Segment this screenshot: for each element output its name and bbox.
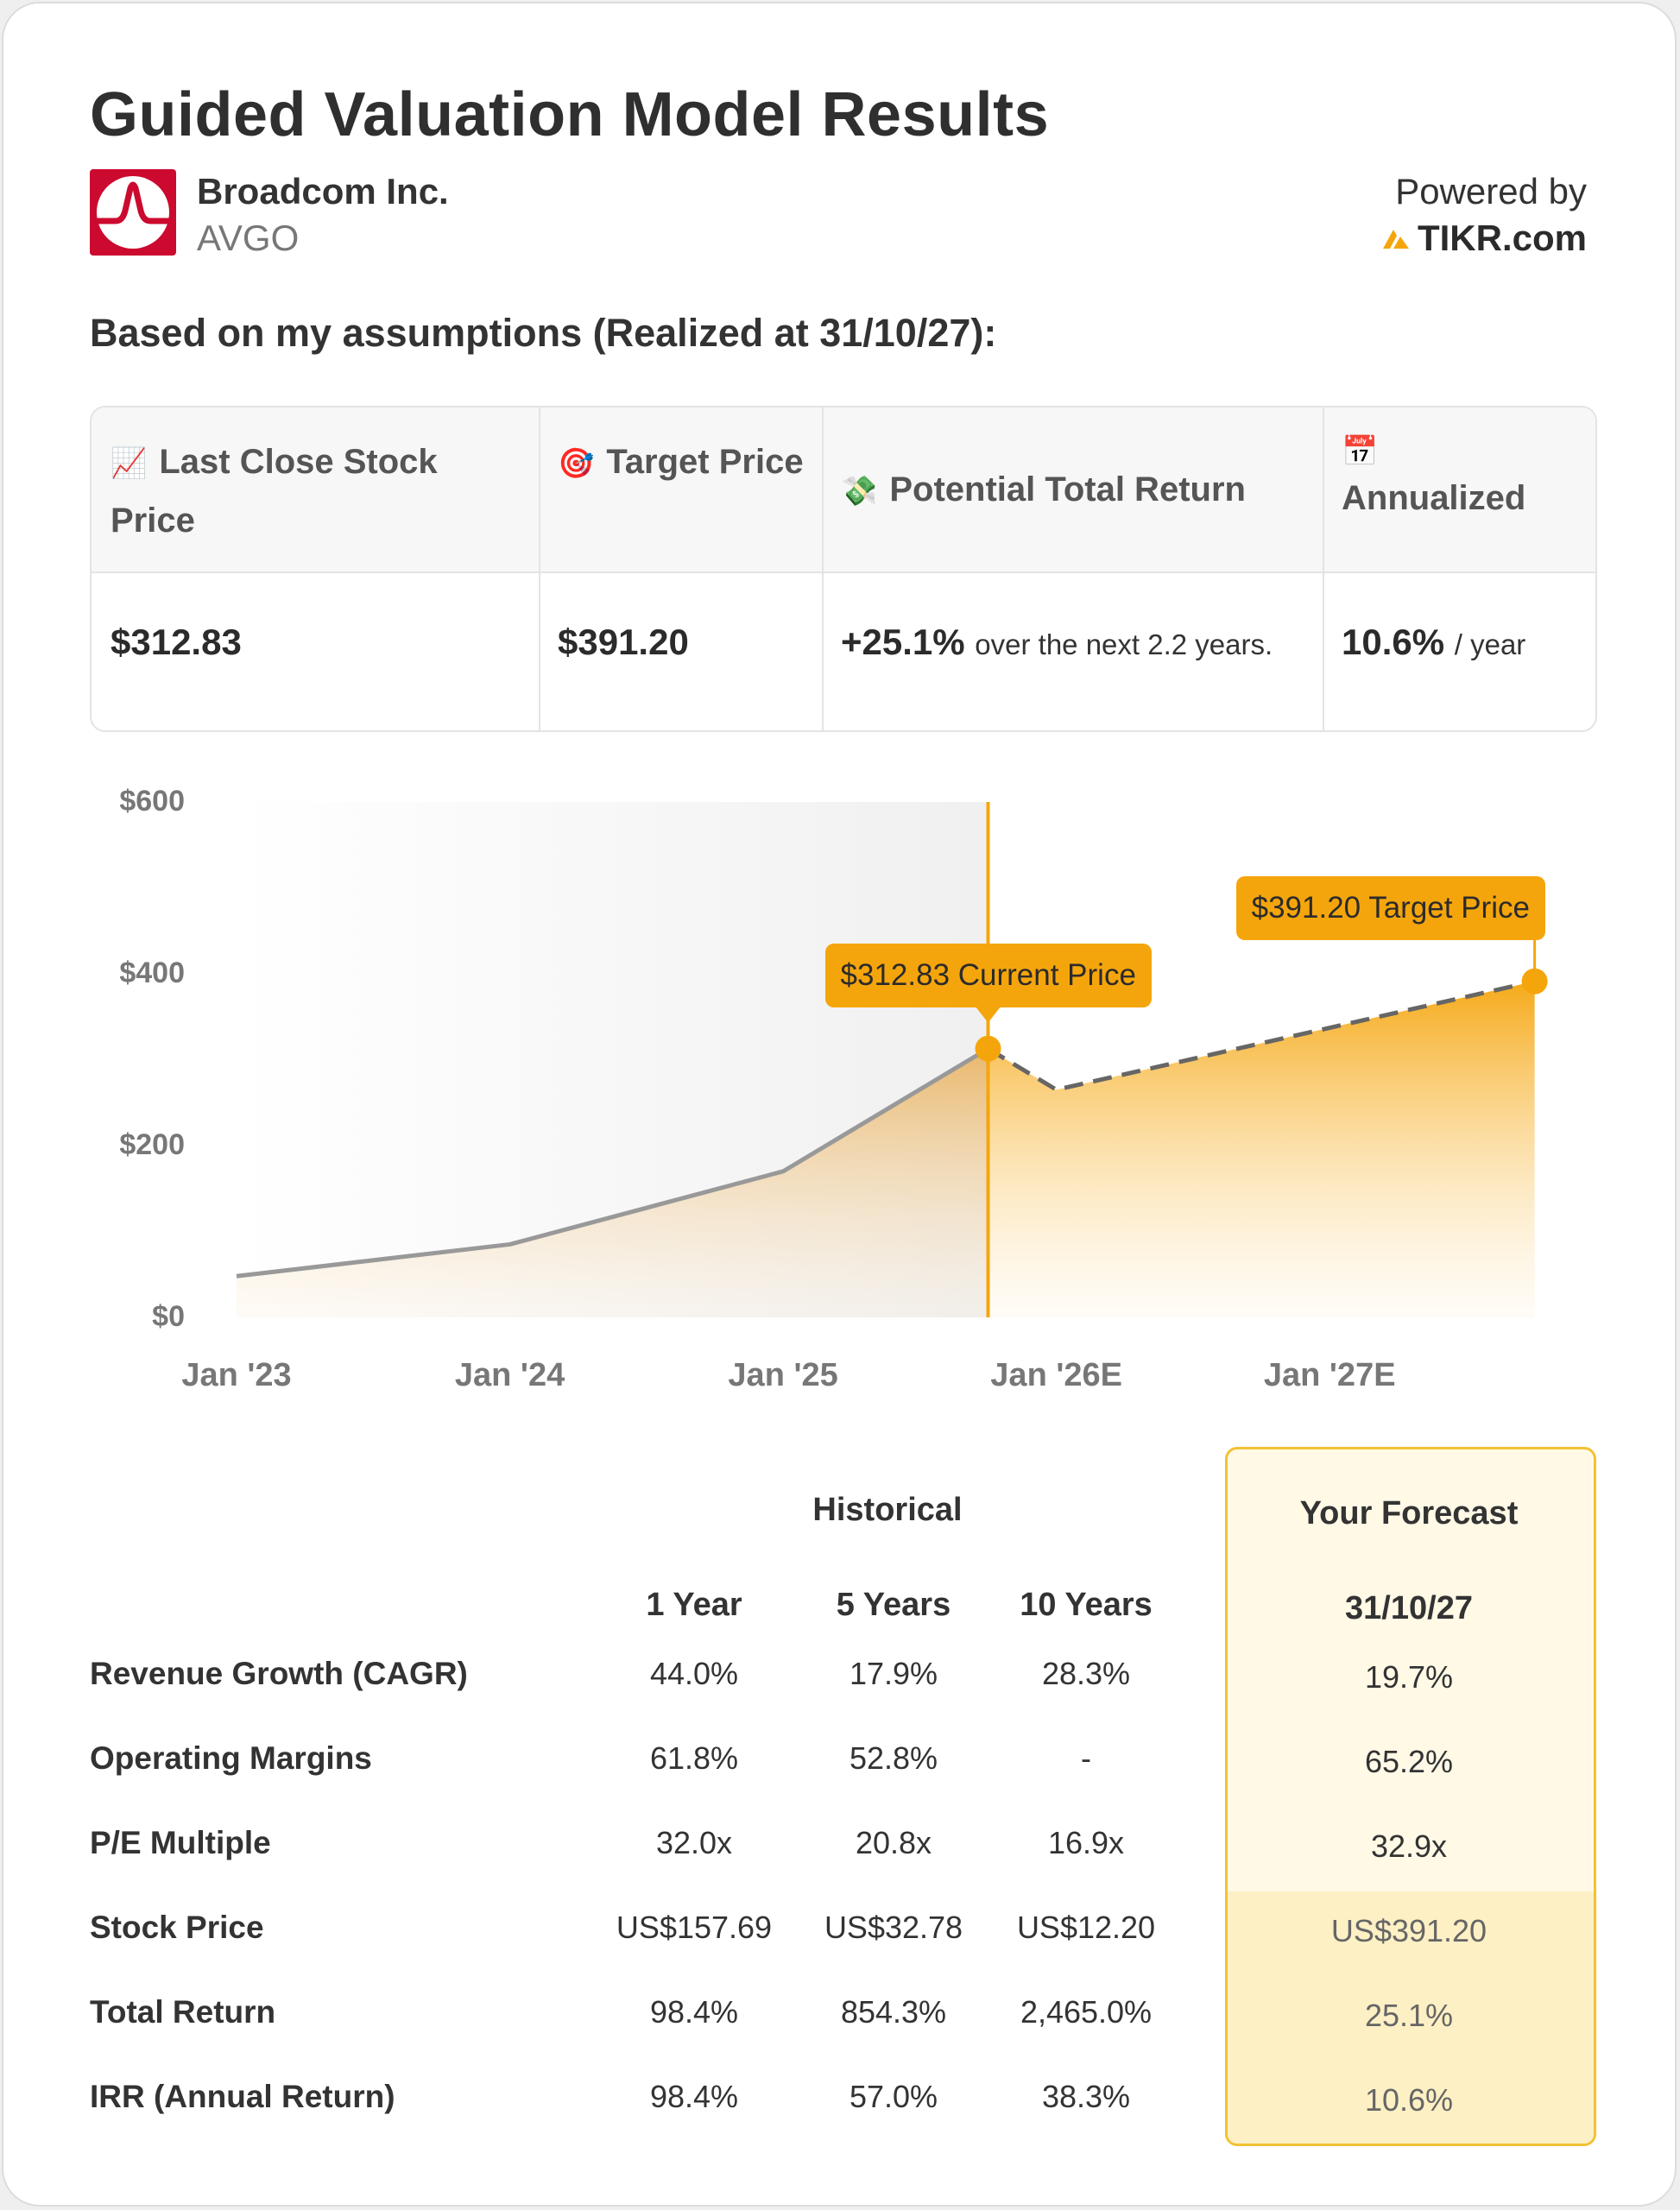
historical-value: 52.8% — [849, 1740, 938, 1776]
historical-value: 61.8% — [649, 1740, 739, 1776]
historical-value: 38.3% — [1041, 2079, 1131, 2114]
column-divider — [822, 407, 824, 730]
forecast-area — [988, 981, 1535, 1317]
forecast-value: 32.9x — [1370, 1828, 1448, 1864]
x-axis-tick-label: Jan '26E — [990, 1357, 1122, 1393]
y-axis-tick-label: $600 — [119, 785, 185, 818]
price-chart: $600 $400 $200 $0 Jan '23 Jan '24 Jan '25 Jan '… — [3, 763, 1680, 1419]
summary-header-row — [92, 407, 1595, 573]
historical-value: 57.0% — [849, 2079, 938, 2114]
target-price-point — [1521, 968, 1548, 994]
target-price-value: $391.20 — [558, 622, 689, 662]
historical-value: US$32.78 — [824, 1910, 963, 1945]
column-10-years: 10 Years — [1020, 1587, 1153, 1623]
y-axis-tick-label: $200 — [119, 1128, 185, 1161]
historical-value: 16.9x — [1047, 1825, 1125, 1860]
metric-label: Revenue Growth (CAGR) — [90, 1656, 468, 1691]
column-5-years: 5 Years — [836, 1587, 951, 1623]
column-divider — [1323, 407, 1324, 730]
historical-area — [237, 1048, 988, 1317]
current-callout-pointer — [976, 1007, 1001, 1023]
calendar-icon: 📅 — [1342, 435, 1379, 468]
historical-heading: Historical — [812, 1492, 963, 1528]
header-potential-return: 💸 Potential Total Return — [841, 470, 1246, 508]
historical-value: 44.0% — [649, 1656, 739, 1691]
last-close-value: $312.83 — [111, 622, 242, 662]
header-annualized: 📅 Annualized — [1342, 433, 1583, 527]
header-target-price: 🎯 Target Price — [558, 443, 804, 481]
forecast-heading: Your Forecast — [1299, 1495, 1519, 1531]
x-axis-tick-label: Jan '25 — [728, 1357, 838, 1393]
ticker-symbol: AVGO — [197, 218, 300, 258]
money-with-wings-icon: 💸 — [841, 475, 878, 508]
powered-by-label: Powered by — [1395, 171, 1587, 212]
metric-label: Stock Price — [90, 1910, 264, 1945]
company-name: Broadcom Inc. — [197, 171, 449, 212]
forecast-date: 31/10/27 — [1345, 1590, 1473, 1626]
historical-value: 98.4% — [649, 2079, 739, 2114]
page-title: Guided Valuation Model Results — [90, 80, 1050, 149]
forecast-value: 25.1% — [1364, 1998, 1454, 2033]
forecast-value: US$391.20 — [1330, 1913, 1487, 1948]
column-divider — [539, 407, 540, 730]
header-last-close: 📈 Last Close Stock Price — [111, 443, 438, 540]
current-price-point — [975, 1035, 1001, 1062]
historical-value: 98.4% — [649, 1994, 739, 2030]
broadcom-logo-icon — [90, 169, 176, 256]
metric-label: Total Return — [90, 1994, 276, 2030]
current-price-callout: $312.83 Current Price — [824, 943, 1152, 1007]
historical-value: US$12.20 — [1016, 1910, 1156, 1945]
forecast-panel-lower — [1228, 1891, 1594, 2144]
historical-value: - — [1081, 1740, 1091, 1776]
historical-value: 17.9% — [849, 1656, 938, 1691]
historical-price-line — [236, 1046, 989, 1279]
forecast-value: 65.2% — [1364, 1744, 1454, 1779]
tikr-brand-link[interactable]: TIKR.com — [1381, 218, 1587, 259]
historical-value: 2,465.0% — [1020, 1994, 1153, 2030]
metric-label: Operating Margins — [90, 1740, 372, 1776]
tikr-logo-icon — [1381, 218, 1411, 259]
historical-value: US$157.69 — [616, 1910, 773, 1945]
assumptions-heading: Based on my assumptions (Realized at 31/… — [90, 311, 997, 355]
metric-label: P/E Multiple — [90, 1825, 271, 1860]
annualized-value: 10.6% / year — [1342, 622, 1526, 662]
metric-label: IRR (Annual Return) — [90, 2079, 395, 2114]
historical-value: 854.3% — [840, 1994, 947, 2030]
historical-value: 28.3% — [1041, 1656, 1131, 1691]
chart-increasing-icon: 📈 — [111, 447, 148, 480]
x-axis-tick-label: Jan '24 — [454, 1357, 565, 1393]
price-chart-svg — [236, 802, 1548, 1317]
y-axis-tick-label: $400 — [119, 957, 185, 989]
total-return-value: +25.1% over the next 2.2 years. — [841, 622, 1273, 662]
y-axis-tick-label: $0 — [152, 1300, 185, 1333]
forecast-column-panel — [1225, 1447, 1596, 2146]
target-icon: 🎯 — [558, 447, 595, 480]
forecast-value: 10.6% — [1364, 2082, 1454, 2118]
column-1-year: 1 Year — [646, 1587, 742, 1623]
forecast-value: 19.7% — [1364, 1659, 1454, 1695]
summary-table: 📈 Last Close Stock Price 🎯 Target Price 💸 P… — [90, 406, 1597, 732]
target-price-callout: $391.20 Target Price — [1235, 875, 1545, 940]
x-axis-tick-label: Jan '23 — [181, 1357, 292, 1393]
brand-name: TIKR.com — [1417, 218, 1587, 258]
historical-value: 20.8x — [855, 1825, 932, 1860]
x-axis-tick-label: Jan '27E — [1263, 1357, 1396, 1393]
historical-value: 32.0x — [655, 1825, 733, 1860]
